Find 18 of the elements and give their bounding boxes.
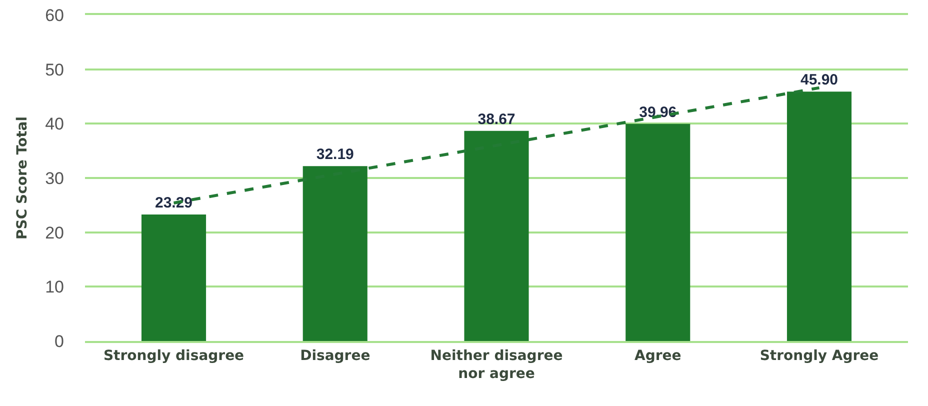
y-tick-label: 20 <box>45 223 64 242</box>
x-tick-label: Strongly Agree <box>760 348 879 364</box>
x-tick-label: Neither disagree nor agree <box>430 348 563 382</box>
y-tick-label: 40 <box>45 114 64 134</box>
x-tick-label: Strongly disagree <box>103 348 244 364</box>
y-tick-label: 30 <box>45 168 64 188</box>
y-tick-label: 50 <box>45 60 64 80</box>
data-label: 23.29 <box>154 194 193 212</box>
x-tick-label: Disagree <box>300 348 370 364</box>
y-tick-label: 60 <box>45 6 64 25</box>
x-tick-label: Agree <box>634 348 682 364</box>
bar <box>141 214 206 341</box>
y-tick-label: 10 <box>45 278 64 297</box>
y-axis-title: PSC Score Total <box>14 116 31 240</box>
data-label: 45.90 <box>800 72 838 89</box>
y-tick-label: 0 <box>54 332 64 351</box>
data-label: 32.19 <box>316 146 354 164</box>
data-label: 38.67 <box>478 110 516 128</box>
